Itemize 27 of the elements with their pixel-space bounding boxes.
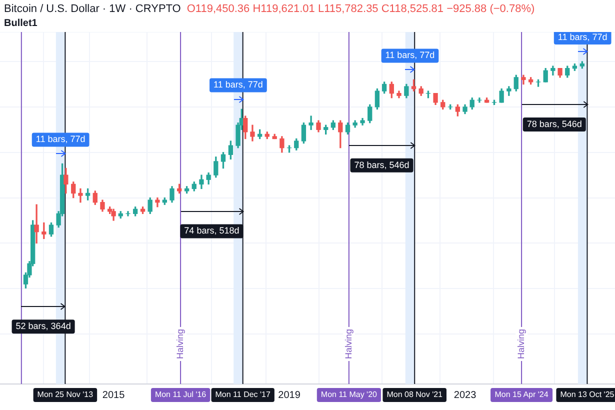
x-tick-label: 2015 — [102, 390, 126, 401]
x-tick-label: Mon 15 Apr '24 — [494, 390, 549, 400]
ref-line-label: 52 bars, 364d — [16, 321, 71, 332]
band-label: 11 bars, 77d — [36, 134, 86, 144]
x-tick-label: Mon 08 Nov '21 — [386, 390, 444, 400]
candlestick — [308, 116, 314, 130]
x-tick-label: Mon 11 Dec '17 — [215, 390, 271, 400]
chart-subtitle: O119,450.36 H119,621.01 L115,782.35 C118,525.81 −925.88 (−0.78%) — [186, 3, 535, 15]
candlestick — [78, 188, 83, 203]
ref-line-label: 74 bars, 518d — [184, 226, 240, 236]
candlestick — [34, 204, 39, 244]
x-tick-label: 2023 — [454, 390, 477, 401]
x-tick-label: Mon 13 Oct '25 — [560, 390, 615, 400]
x-tick-label: 2019 — [278, 390, 301, 401]
ref-line-label: Halving — [175, 328, 186, 360]
chart-title: Bitcoin / U.S. Dollar · 1W · CRYPTO — [4, 3, 181, 15]
band-label: 11 bars, 77d — [558, 32, 608, 42]
ref-line-label: Halving — [516, 328, 526, 360]
x-tick-label: Mon 25 Nov '13 — [37, 390, 94, 400]
band-label: 11 bars, 77d — [214, 80, 263, 90]
ref-line-label: 78 bars, 546d — [354, 160, 410, 170]
ref-line-label: Halving — [343, 328, 354, 360]
band-label: 11 bars, 77d — [385, 50, 435, 60]
text: Bullet1 — [4, 18, 38, 29]
ref-line-label: 78 bars, 546d — [526, 118, 582, 129]
x-tick-label: Mon 11 Jul '16 — [154, 390, 207, 400]
x-tick-label: Mon 11 May '20 — [320, 390, 378, 400]
